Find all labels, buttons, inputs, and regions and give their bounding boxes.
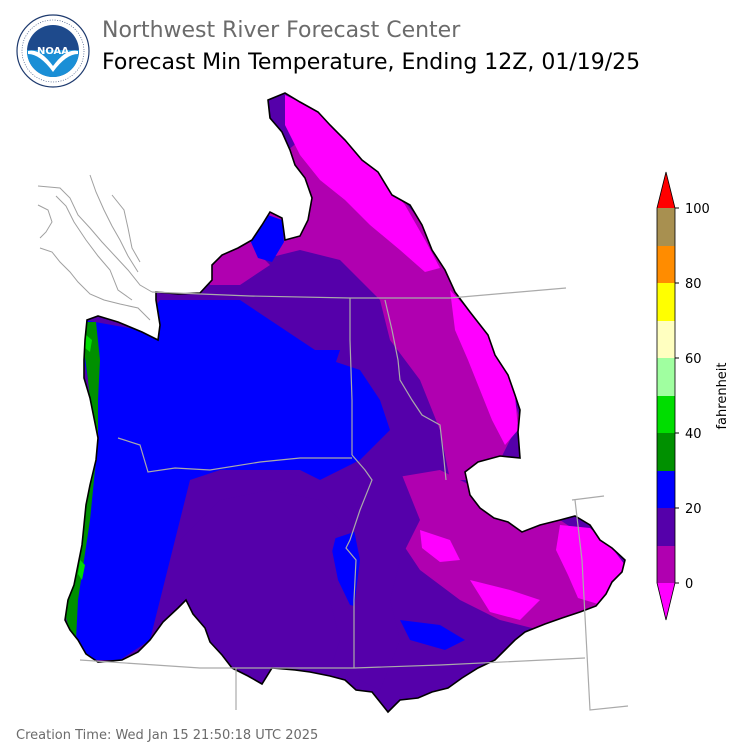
colorbar-ticks	[675, 207, 679, 584]
tick-label-0: 0	[685, 577, 693, 592]
colorbar-below-0	[657, 583, 675, 620]
coastline-canada	[37, 174, 153, 321]
color-legend: 100 80 60 40 20 0 fahrenheit	[656, 171, 730, 621]
creation-timestamp: Creation Time: Wed Jan 15 21:50:18 UTC 2…	[16, 728, 319, 743]
tick-label-100: 100	[685, 202, 710, 217]
colorbar-above-100	[657, 172, 675, 208]
colorbar	[657, 172, 675, 620]
tick-label-80: 80	[685, 277, 702, 292]
colorbar-unit-label: fahrenheit	[715, 362, 730, 429]
product-title: Forecast Min Temperature, Ending 12Z, 01…	[102, 50, 641, 75]
noaa-logo: NOAA	[16, 14, 90, 88]
org-title: Northwest River Forecast Center	[102, 18, 461, 43]
tick-label-40: 40	[685, 427, 702, 442]
tick-label-20: 20	[685, 502, 702, 517]
logo-wordmark: NOAA	[37, 46, 69, 57]
tick-label-60: 60	[685, 352, 702, 367]
state-boundaries	[79, 287, 629, 711]
